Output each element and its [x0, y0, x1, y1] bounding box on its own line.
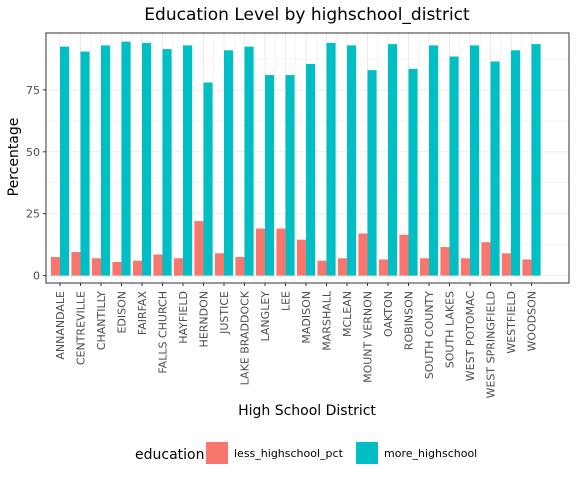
x-tick-label: WEST POTOMAC — [464, 291, 477, 382]
bar-more_highschool-mclean — [347, 45, 357, 276]
bar-less_highschool_pct-justice — [214, 253, 224, 276]
bar-more_highschool-lake-braddock — [244, 46, 254, 276]
bar-more_highschool-marshall — [326, 42, 336, 276]
x-tick-label: FAIRFAX — [136, 291, 149, 336]
bar-less_highschool_pct-chantilly — [91, 258, 101, 276]
bar-more_highschool-lee — [285, 75, 295, 276]
x-tick-label: SOUTH LAKES — [444, 291, 457, 368]
y-axis-title: Percentage — [6, 118, 22, 197]
x-tick-label: SOUTH COUNTY — [423, 291, 436, 380]
x-tick-label: LANGLEY — [259, 291, 272, 342]
x-tick-label: LEE — [280, 291, 293, 311]
bar-less_highschool_pct-west-springfield — [481, 242, 491, 276]
x-tick-label: ROBINSON — [403, 291, 416, 350]
bar-less_highschool_pct-falls-church — [153, 254, 163, 276]
bar-more_highschool-west-springfield — [490, 61, 500, 276]
x-tick-label: MOUNT VERNON — [362, 291, 375, 383]
x-tick-label: MADISON — [300, 291, 313, 344]
bar-more_highschool-madison — [306, 63, 316, 276]
bars — [50, 41, 541, 276]
x-tick-label: MCLEAN — [341, 291, 354, 337]
x-tick-label: HAYFIELD — [177, 291, 190, 344]
bar-more_highschool-annandale — [60, 46, 70, 276]
bar-more_highschool-oakton — [388, 44, 398, 276]
bar-more_highschool-mount-vernon — [367, 70, 377, 276]
bar-less_highschool_pct-woodson — [522, 259, 532, 276]
x-tick-label: WEST SPRINGFIELD — [485, 291, 498, 398]
x-tick-label: LAKE BRADDOCK — [239, 290, 252, 385]
bar-more_highschool-edison — [121, 41, 131, 276]
x-tick-label: JUSTICE — [218, 291, 231, 335]
bar-more_highschool-justice — [224, 50, 234, 276]
bar-less_highschool_pct-west-potomac — [460, 258, 470, 276]
bar-more_highschool-woodson — [531, 44, 541, 276]
y-tick-label: 25 — [26, 208, 40, 221]
x-tick-label: MARSHALL — [321, 290, 334, 351]
bar-less_highschool_pct-langley — [255, 228, 265, 276]
bar-more_highschool-south-county — [429, 45, 439, 276]
y-tick-label: 75 — [26, 84, 40, 97]
x-tick-label: HERNDON — [198, 291, 211, 347]
bar-less_highschool_pct-marshall — [317, 260, 327, 276]
bar-less_highschool_pct-centreville — [71, 252, 81, 276]
bar-more_highschool-fairfax — [142, 42, 152, 276]
y-tick-label: 0 — [33, 270, 40, 283]
bar-more_highschool-hayfield — [183, 45, 193, 276]
legend-swatch-less_highschool_pct — [206, 442, 228, 464]
chart-title: Education Level by highschool_district — [144, 5, 470, 25]
bar-less_highschool_pct-mount-vernon — [358, 233, 368, 276]
bar-more_highschool-centreville — [80, 51, 90, 276]
bar-less_highschool_pct-oakton — [378, 259, 388, 276]
x-tick-label: EDISON — [116, 291, 129, 334]
bar-more_highschool-robinson — [408, 68, 418, 276]
bar-less_highschool_pct-south-lakes — [440, 247, 450, 276]
bar-less_highschool_pct-hayfield — [173, 258, 183, 276]
x-tick-label: CENTREVILLE — [75, 291, 88, 365]
legend-label-more_highschool: more_highschool — [384, 447, 477, 460]
x-tick-label: WESTFIELD — [505, 291, 518, 354]
legend-title: education — [135, 447, 204, 463]
bar-more_highschool-westfield — [511, 50, 521, 276]
bar-more_highschool-herndon — [203, 82, 213, 276]
legend-label-less_highschool_pct: less_highschool_pct — [234, 447, 344, 460]
y-tick-label: 50 — [26, 146, 40, 159]
bar-more_highschool-falls-church — [162, 49, 172, 276]
bar-less_highschool_pct-south-county — [419, 258, 429, 276]
bar-less_highschool_pct-westfield — [501, 253, 511, 276]
bar-less_highschool_pct-lee — [276, 228, 286, 276]
x-tick-label: CHANTILLY — [95, 291, 108, 350]
panel-border — [45, 32, 570, 284]
x-tick-label: OAKTON — [382, 291, 395, 337]
bar-more_highschool-chantilly — [101, 45, 111, 276]
bar-more_highschool-west-potomac — [470, 45, 480, 276]
bar-less_highschool_pct-annandale — [50, 257, 60, 276]
x-tick-label: WOODSON — [526, 291, 539, 352]
axes: 0 25 50 75 ANNANDALE CENTREVILLE CHANTILLY EDIS… — [26, 84, 539, 398]
bar-less_highschool_pct-edison — [112, 261, 122, 276]
bar-less_highschool_pct-mclean — [337, 258, 347, 276]
x-tick-label: ANNANDALE — [54, 291, 67, 360]
bar-less_highschool_pct-robinson — [399, 234, 409, 276]
bar-less_highschool_pct-madison — [296, 239, 306, 276]
bar-less_highschool_pct-herndon — [194, 221, 204, 276]
bar-more_highschool-south-lakes — [449, 56, 459, 276]
x-tick-label: FALLS CHURCH — [157, 291, 170, 374]
legend: education less_highschool_pct more_highsc… — [135, 442, 477, 464]
legend-swatch-more_highschool — [356, 442, 378, 464]
bar-less_highschool_pct-fairfax — [132, 260, 142, 276]
bar-less_highschool_pct-lake-braddock — [235, 257, 245, 276]
bar-more_highschool-langley — [265, 75, 275, 276]
x-axis-title: High School District — [238, 403, 376, 419]
